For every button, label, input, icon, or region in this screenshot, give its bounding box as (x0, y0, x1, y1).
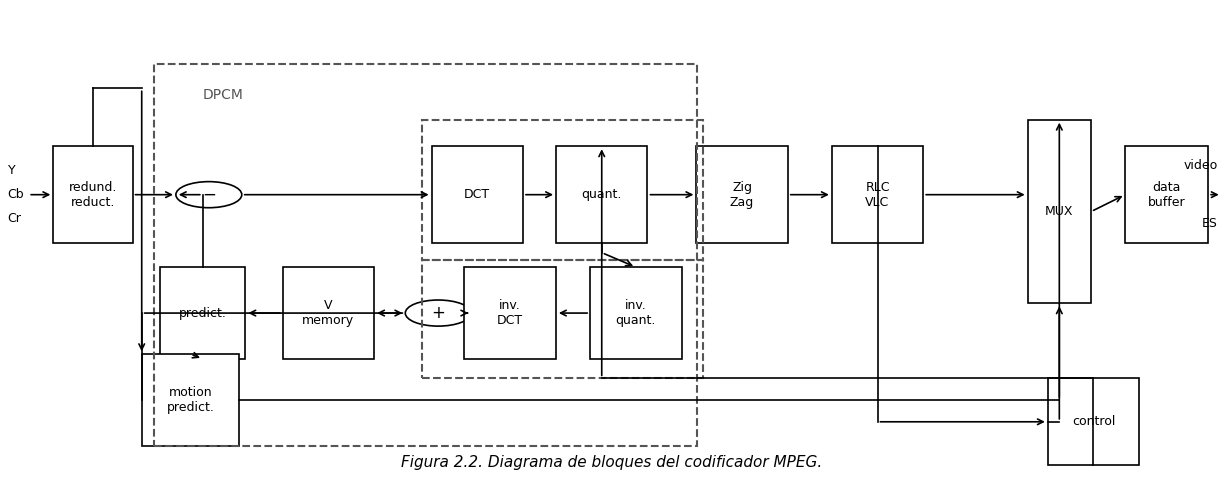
FancyBboxPatch shape (556, 146, 647, 243)
FancyBboxPatch shape (142, 354, 240, 446)
Text: MUX: MUX (1046, 205, 1074, 218)
Text: inv.
DCT: inv. DCT (498, 299, 523, 327)
Text: control: control (1071, 416, 1115, 428)
Text: ES: ES (1202, 217, 1218, 230)
Text: Y: Y (7, 164, 15, 177)
Text: Figura 2.2. Diagrama de bloques del codificador MPEG.: Figura 2.2. Diagrama de bloques del codi… (401, 455, 822, 470)
Text: predict.: predict. (179, 307, 226, 320)
Text: Cb: Cb (7, 188, 24, 201)
Text: −: − (202, 186, 215, 204)
Circle shape (176, 182, 242, 208)
Text: redund.
reduct.: redund. reduct. (68, 181, 117, 208)
Text: inv.
quant.: inv. quant. (615, 299, 656, 327)
Text: DCT: DCT (465, 188, 490, 201)
Text: Zig
Zag: Zig Zag (730, 181, 755, 208)
Text: V
memory: V memory (302, 299, 355, 327)
Text: video: video (1184, 159, 1218, 172)
Text: DPCM: DPCM (203, 88, 243, 103)
FancyBboxPatch shape (465, 267, 556, 359)
FancyBboxPatch shape (160, 267, 246, 359)
FancyBboxPatch shape (1125, 146, 1208, 243)
FancyBboxPatch shape (432, 146, 523, 243)
Text: +: + (432, 304, 445, 322)
Text: RLC
VLC: RLC VLC (865, 181, 890, 208)
Circle shape (405, 300, 471, 326)
FancyBboxPatch shape (832, 146, 923, 243)
FancyBboxPatch shape (1027, 120, 1091, 303)
FancyBboxPatch shape (696, 146, 788, 243)
FancyBboxPatch shape (54, 146, 132, 243)
FancyBboxPatch shape (1048, 378, 1140, 465)
FancyBboxPatch shape (283, 267, 374, 359)
FancyBboxPatch shape (591, 267, 681, 359)
Text: data
buffer: data buffer (1148, 181, 1185, 208)
Text: quant.: quant. (582, 188, 623, 201)
Text: motion
predict.: motion predict. (166, 386, 214, 414)
Text: Cr: Cr (7, 212, 21, 226)
